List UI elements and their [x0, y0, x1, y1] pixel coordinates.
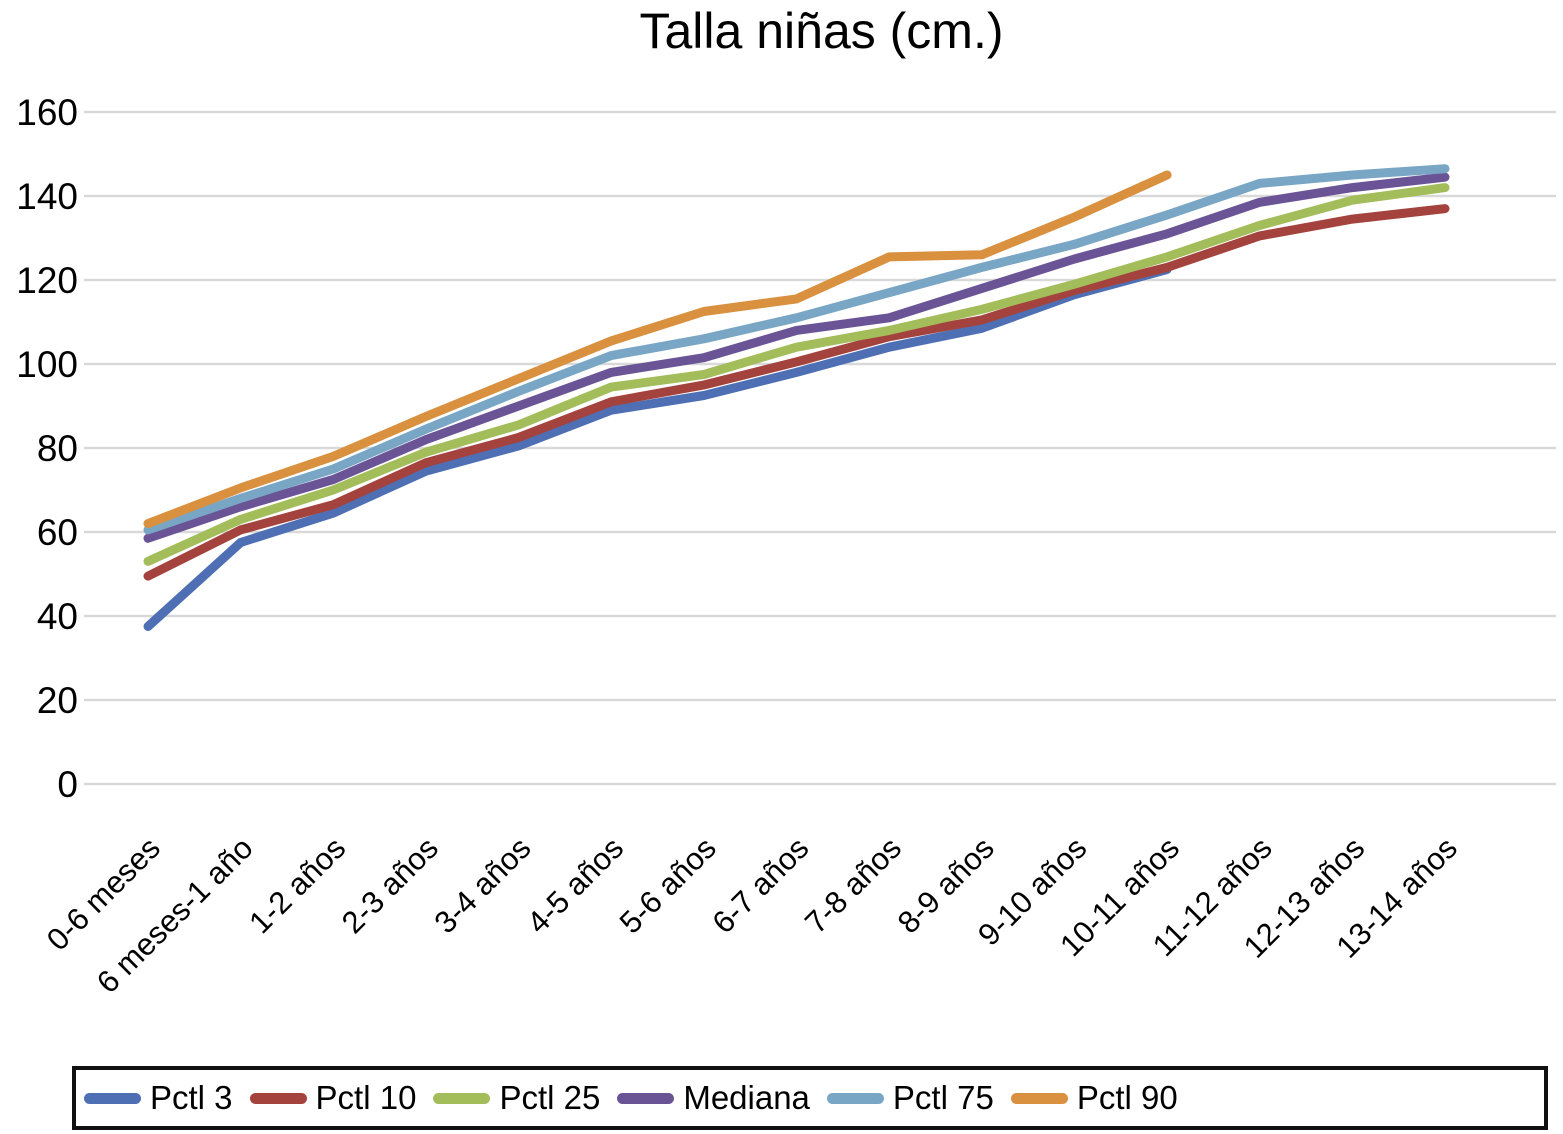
- x-tick-label-6: 5-6 años: [613, 830, 723, 940]
- y-tick-label-40: 40: [37, 596, 78, 637]
- legend-label: Pctl 75: [892, 1079, 994, 1116]
- x-tick-label-4: 3-4 años: [427, 830, 537, 940]
- x-tick-label-7: 6-7 años: [705, 830, 815, 940]
- series-line-pctl-90[interactable]: [143, 170, 1172, 529]
- legend-item-pctl-90[interactable]: Pctl 90: [1010, 1079, 1178, 1117]
- legend-item-pctl-25[interactable]: Pctl 25: [433, 1079, 600, 1117]
- chart-title: Talla niñas (cm.): [639, 3, 1004, 59]
- legend-label: Pctl 3: [150, 1079, 233, 1116]
- legend-swatch-mediana: [617, 1092, 675, 1104]
- legend-item-mediana[interactable]: Mediana: [617, 1079, 810, 1117]
- chart-legend: Pctl 3 Pctl 10 Pctl 25 Mediana Pctl 75 P…: [72, 1066, 1548, 1130]
- series-line-pctl-25[interactable]: [143, 183, 1450, 566]
- y-tick-label-100: 100: [16, 344, 78, 385]
- x-tick-label-5: 4-5 años: [520, 830, 630, 940]
- y-tick-label-160: 160: [16, 92, 78, 133]
- legend-label: Pctl 10: [315, 1079, 417, 1116]
- legend-swatch-pctl-75: [826, 1092, 884, 1104]
- series-line-pctl-75[interactable]: [143, 164, 1450, 535]
- x-tick-label-2: 1-2 años: [242, 830, 352, 940]
- legend-swatch-pctl-10: [249, 1092, 307, 1104]
- x-tick-label-3: 2-3 años: [335, 830, 445, 940]
- legend-swatch-pctl-3: [84, 1092, 141, 1104]
- x-tick-label-1: 6 meses-1 año: [90, 830, 260, 1000]
- y-tick-label-80: 80: [37, 428, 78, 469]
- legend-swatch-pctl-90: [1010, 1092, 1068, 1104]
- legend-item-pctl-75[interactable]: Pctl 75: [826, 1079, 994, 1117]
- legend-item-pctl-3[interactable]: Pctl 3: [84, 1079, 233, 1117]
- y-tick-label-120: 120: [16, 260, 78, 301]
- legend-label: Pctl 90: [1076, 1079, 1178, 1116]
- legend-swatch-pctl-25: [433, 1092, 491, 1104]
- legend-label: Mediana: [683, 1079, 810, 1116]
- y-tick-label-0: 0: [57, 764, 78, 805]
- y-tick-label-60: 60: [37, 512, 78, 553]
- legend-item-pctl-10[interactable]: Pctl 10: [249, 1079, 417, 1117]
- y-tick-label-140: 140: [16, 176, 78, 217]
- series-line-pctl-10[interactable]: [143, 204, 1450, 581]
- series-line-mediana[interactable]: [143, 172, 1450, 543]
- legend-label: Pctl 25: [499, 1079, 601, 1116]
- y-tick-label-20: 20: [37, 680, 78, 721]
- series-line-pctl-3[interactable]: [143, 265, 1172, 631]
- x-tick-label-8: 7-8 años: [798, 830, 908, 940]
